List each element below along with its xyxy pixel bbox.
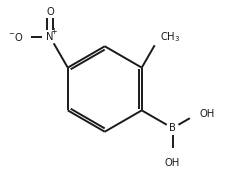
Text: $^{-}$O: $^{-}$O	[8, 31, 23, 43]
Text: +: +	[50, 27, 57, 36]
Text: OH: OH	[165, 158, 180, 168]
Text: B: B	[169, 123, 176, 133]
Text: CH$_3$: CH$_3$	[159, 30, 180, 44]
Text: OH: OH	[199, 109, 214, 119]
Text: N: N	[46, 32, 54, 42]
Text: O: O	[46, 7, 54, 17]
